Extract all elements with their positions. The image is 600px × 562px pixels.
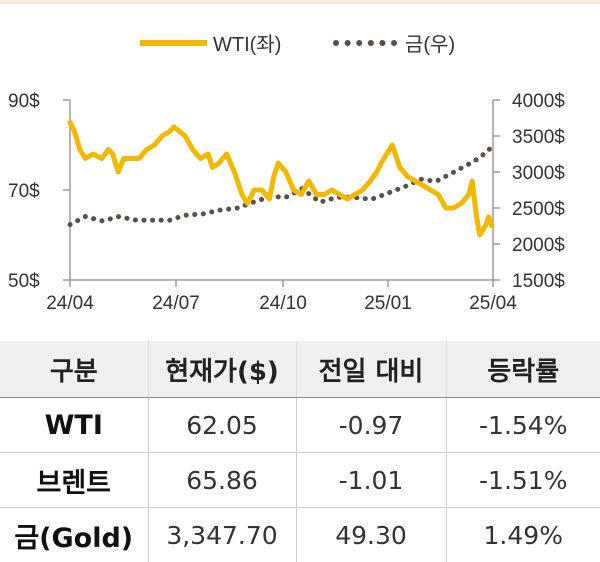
left-y-tick-label: 70$: [8, 181, 40, 202]
row-name: 브렌트: [0, 453, 148, 508]
row-change: 49.30: [296, 508, 446, 562]
x-tick-label: 25/04: [469, 293, 517, 314]
header-current-price: 현재가($): [148, 341, 296, 398]
right-y-tick-label: 3000$: [512, 163, 565, 184]
left-y-tick-label: 50$: [8, 271, 40, 292]
x-tick-label: 24/10: [259, 293, 307, 314]
table-row: 금(Gold) 3,347.70 49.30 1.49%: [0, 508, 600, 562]
table-row: WTI 62.05 -0.97 -1.54%: [0, 398, 600, 453]
table-header-row: 구분 현재가($) 전일 대비 등락률: [0, 341, 600, 398]
row-rate: -1.54%: [446, 398, 600, 453]
row-name: 금(Gold): [0, 508, 148, 562]
right-y-tick-label: 1500$: [512, 271, 565, 292]
right-y-tick-label: 2500$: [512, 199, 565, 220]
row-price: 3,347.70: [148, 508, 296, 562]
right-y-tick-label: 3500$: [512, 127, 565, 148]
row-rate: 1.49%: [446, 508, 600, 562]
legend-label-gold: 금(우): [405, 34, 455, 56]
oil-gold-line-chart: WTI(좌) 금(우) 90$ 70$ 50$ 4000$ 3500$ 3000$ 2500…: [0, 4, 600, 334]
row-name: WTI: [0, 398, 148, 453]
row-price: 62.05: [148, 398, 296, 453]
chart-series: [70, 123, 492, 236]
right-y-tick-label: 2000$: [512, 235, 565, 256]
x-tick-label: 25/01: [364, 293, 412, 314]
header-change: 전일 대비: [296, 341, 446, 398]
row-change: -0.97: [296, 398, 446, 453]
header-category: 구분: [0, 341, 148, 398]
row-rate: -1.51%: [446, 453, 600, 508]
legend-label-wti: WTI(좌): [213, 33, 281, 56]
chart-legend: WTI(좌) 금(우): [140, 33, 455, 56]
header-rate: 등락률: [446, 341, 600, 398]
row-price: 65.86: [148, 453, 296, 508]
left-y-tick-label: 90$: [8, 91, 40, 112]
row-change: -1.01: [296, 453, 446, 508]
price-table: 구분 현재가($) 전일 대비 등락률 WTI 62.05 -0.97 -1.5…: [0, 341, 600, 562]
table-row: 브렌트 65.86 -1.01 -1.51%: [0, 453, 600, 508]
x-tick-label: 24/04: [46, 293, 94, 314]
right-y-tick-label: 4000$: [512, 91, 565, 112]
x-tick-label: 24/07: [152, 293, 200, 314]
